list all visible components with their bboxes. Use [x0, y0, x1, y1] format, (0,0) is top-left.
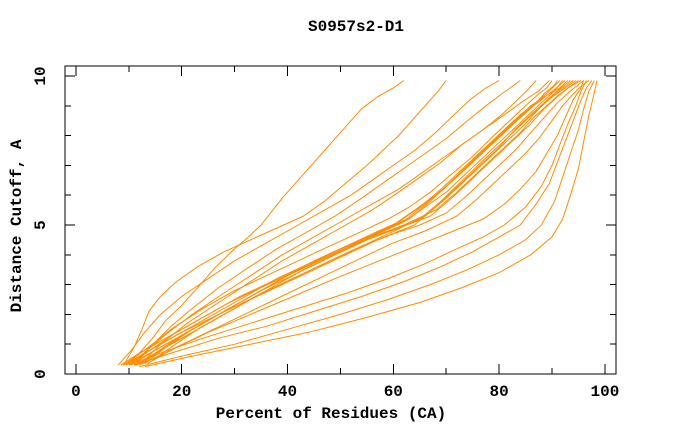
x-tick-label: 20 — [172, 383, 191, 401]
model-curve — [136, 80, 582, 366]
model-curve — [147, 80, 590, 365]
y-axis-label: Distance Cutoff, A — [8, 139, 26, 312]
model-curve — [128, 80, 550, 366]
x-tick-label: 0 — [71, 383, 81, 401]
model-curve — [128, 80, 569, 366]
x-tick-label: 60 — [384, 383, 403, 401]
model-curve — [131, 80, 579, 366]
chart-title: S0957s2-D1 — [308, 18, 404, 36]
y-tick-label: 5 — [32, 220, 50, 230]
x-axis-label: Percent of Residues (CA) — [216, 405, 446, 423]
model-curve — [123, 80, 553, 366]
model-curve — [139, 80, 595, 368]
model-curve — [139, 80, 537, 366]
model-curve — [144, 80, 598, 368]
x-tick-label: 80 — [489, 383, 508, 401]
y-tick-label: 0 — [32, 369, 50, 379]
model-curve — [117, 80, 500, 366]
model-curve — [125, 80, 585, 366]
x-tick-label: 100 — [590, 383, 619, 401]
model-curves-group — [117, 80, 598, 368]
axes-group: 0 20 40 60 80 100 0 5 10 — [32, 65, 619, 401]
model-curve — [125, 80, 405, 366]
x-tick-label: 40 — [278, 383, 297, 401]
model-curve — [128, 80, 587, 366]
y-tick-label: 10 — [32, 66, 50, 85]
model-curve — [120, 80, 563, 366]
model-curve — [123, 80, 447, 366]
model-curve — [139, 80, 585, 366]
model-curve — [133, 80, 593, 366]
model-curve — [133, 80, 521, 366]
